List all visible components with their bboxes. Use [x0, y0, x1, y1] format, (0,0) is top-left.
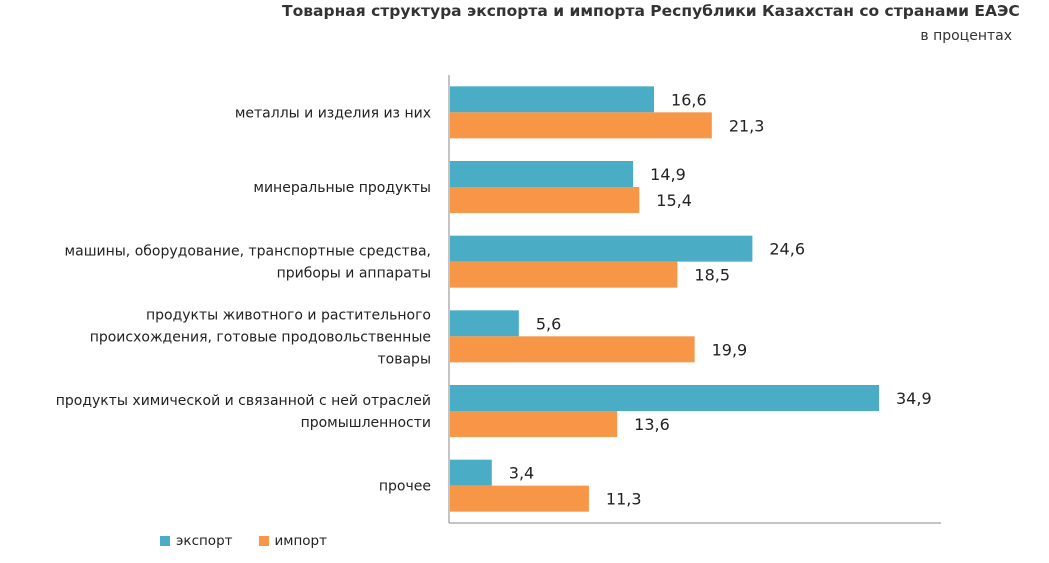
value-label-import-3: 19,9 [712, 340, 748, 359]
value-label-import-0: 21,3 [729, 116, 765, 135]
category-label-4: продукты химической и связанной с ней от… [56, 393, 431, 431]
bar-export-5 [450, 459, 492, 486]
legend: экспорт импорт [160, 533, 327, 549]
bar-import-1 [450, 187, 640, 213]
category-label-1: минеральные продукты [253, 180, 431, 196]
bar-export-4 [450, 385, 879, 411]
chart-subtitle: в процентах [920, 28, 1012, 44]
legend-swatch-export [160, 536, 170, 546]
bar-export-3 [450, 310, 519, 337]
legend-label-export: экспорт [176, 533, 233, 549]
bar-import-0 [450, 112, 712, 139]
category-label-5: прочее [379, 479, 431, 495]
category-label-3: продукты животного и растительного происх… [90, 307, 431, 367]
category-label-2: машины, оборудование, транспортные средс… [65, 244, 431, 282]
value-label-import-2: 18,5 [694, 266, 730, 285]
bar-import-2 [450, 261, 678, 288]
legend-label-import: импорт [274, 533, 327, 549]
bar-export-2 [450, 235, 753, 262]
legend-swatch-import [258, 536, 269, 546]
value-label-export-3: 5,6 [536, 314, 561, 333]
chart-title: Товарная структура экспорта и импорта Ре… [282, 2, 1020, 20]
bar-import-5 [450, 485, 589, 512]
value-label-export-5: 3,4 [509, 464, 534, 483]
value-label-export-2: 24,6 [769, 240, 805, 259]
value-label-import-5: 11,3 [606, 490, 642, 509]
value-label-export-4: 34,9 [896, 389, 932, 408]
legend-item-import: импорт [258, 533, 327, 549]
legend-item-export: экспорт [160, 533, 233, 549]
value-label-import-4: 13,6 [634, 415, 670, 434]
value-label-export-0: 16,6 [671, 90, 707, 109]
value-label-export-1: 14,9 [650, 165, 686, 184]
category-label-0: металлы и изделия из них [235, 105, 431, 121]
bar-export-1 [450, 161, 634, 187]
bar-export-0 [450, 86, 655, 113]
value-label-import-1: 15,4 [656, 191, 692, 210]
bar-import-3 [450, 336, 695, 363]
bar-import-4 [450, 411, 618, 437]
